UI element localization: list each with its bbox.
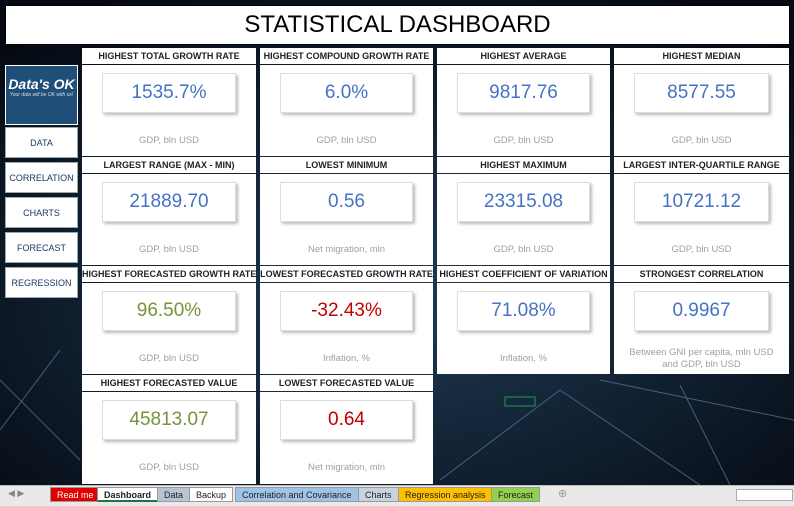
sheet-tab[interactable]: Data xyxy=(157,487,191,502)
card-value: 96.50% xyxy=(102,291,236,331)
card: 23315.08 GDP, bln USD xyxy=(437,174,610,265)
card-value: 21889.70 xyxy=(102,182,236,222)
sheet-tabs: ◀ ▶ ⊕ Read me Dashboard Data Backup Correlat… xyxy=(0,485,794,506)
card-value: 9817.76 xyxy=(457,73,590,113)
card: 0.56 Net migration, mln xyxy=(260,174,433,265)
card-title: HIGHEST FORECASTED GROWTH RATE xyxy=(82,266,256,282)
sheet-tab[interactable]: Read me xyxy=(50,487,101,502)
sheet-tab[interactable]: Charts xyxy=(358,487,399,502)
card: 1535.7% GDP, bln USD xyxy=(82,65,256,156)
tab-scroll[interactable]: ◀ ▶ xyxy=(8,488,25,498)
card-value: 0.64 xyxy=(280,400,413,440)
card-caption: GDP, bln USD xyxy=(671,244,732,255)
card-caption: GDP, bln USD xyxy=(493,244,554,255)
card-value: -32.43% xyxy=(280,291,413,331)
card-title: HIGHEST TOTAL GROWTH RATE xyxy=(82,48,256,64)
card-value: 0.9967 xyxy=(634,291,769,331)
card-title: HIGHEST COMPOUND GROWTH RATE xyxy=(260,48,433,64)
sheet-tab[interactable]: Forecast xyxy=(491,487,541,502)
nav-button[interactable]: DATA xyxy=(5,127,78,158)
card-title: LARGEST INTER-QUARTILE RANGE xyxy=(614,157,789,173)
card-caption: GDP, bln USD xyxy=(316,135,377,146)
card-caption: GDP, bln USD xyxy=(138,353,199,364)
card: 8577.55 GDP, bln USD xyxy=(614,65,789,156)
sheet-tab[interactable]: Backup xyxy=(189,487,234,502)
card-value: 23315.08 xyxy=(457,182,590,222)
card: 71.08% Inflation, % xyxy=(437,283,610,374)
card: 9817.76 GDP, bln USD xyxy=(437,65,610,156)
card-value: 45813.07 xyxy=(102,400,236,440)
card-value: 8577.55 xyxy=(634,73,769,113)
sheet-tab[interactable]: Correlation and Covariance xyxy=(235,487,359,502)
card: 21889.70 GDP, bln USD xyxy=(82,174,256,265)
logo: Data's OK Your data will be OK with us! xyxy=(5,65,78,125)
add-sheet[interactable]: ⊕ xyxy=(558,488,568,500)
card: 0.9967 Between GNI per capita, mln USD an… xyxy=(614,283,789,374)
logo-tagline: Your data will be OK with us! xyxy=(9,92,74,98)
card-title: STRONGEST CORRELATION xyxy=(614,266,789,282)
card: 96.50% GDP, bln USD xyxy=(82,283,256,374)
card-caption: Inflation, % xyxy=(323,353,370,364)
card: 45813.07 GDP, bln USD xyxy=(82,392,256,484)
card-title: LOWEST FORECASTED VALUE xyxy=(260,375,433,391)
card-value: 71.08% xyxy=(457,291,590,331)
card-value: 6.0% xyxy=(280,73,413,113)
nav-button[interactable]: CHARTS xyxy=(5,197,78,228)
card-caption: GDP, bln USD xyxy=(138,462,199,473)
card-value: 10721.12 xyxy=(634,182,769,222)
card-title: HIGHEST COEFFICIENT OF VARIATION xyxy=(437,266,610,282)
card-caption: GDP, bln USD xyxy=(493,135,554,146)
card: 0.64 Net migration, mln xyxy=(260,392,433,484)
card: 6.0% GDP, bln USD xyxy=(260,65,433,156)
nav-button[interactable]: REGRESSION xyxy=(5,267,78,298)
card: -32.43% Inflation, % xyxy=(260,283,433,374)
card-title: HIGHEST MEDIAN xyxy=(614,48,789,64)
scrollbar[interactable] xyxy=(736,489,793,501)
card-caption: Net migration, mln xyxy=(307,462,386,473)
sheet-tab[interactable]: Regression analysis xyxy=(398,487,493,502)
card-title: HIGHEST MAXIMUM xyxy=(437,157,610,173)
card-caption: GDP, bln USD xyxy=(671,135,732,146)
card-value: 1535.7% xyxy=(102,73,236,113)
card-caption: Between GNI per capita, mln USD and GDP,… xyxy=(629,347,774,370)
card-title: LARGEST RANGE (MAX - MIN) xyxy=(82,157,256,173)
sheet-tab[interactable]: Dashboard xyxy=(97,487,159,502)
title: STATISTICAL DASHBOARD xyxy=(5,5,790,45)
card-caption: GDP, bln USD xyxy=(138,135,199,146)
card-caption: Inflation, % xyxy=(500,353,547,364)
card-title: LOWEST FORECASTED GROWTH RATE xyxy=(260,266,433,282)
card-caption: GDP, bln USD xyxy=(138,244,199,255)
logo-name: Data's OK xyxy=(8,76,75,92)
nav-button[interactable]: CORRELATION xyxy=(5,162,78,193)
card: 10721.12 GDP, bln USD xyxy=(614,174,789,265)
card-caption: Net migration, mln xyxy=(307,244,386,255)
nav-button[interactable]: FORECAST xyxy=(5,232,78,263)
card-title: LOWEST MINIMUM xyxy=(260,157,433,173)
card-value: 0.56 xyxy=(280,182,413,222)
card-title: HIGHEST FORECASTED VALUE xyxy=(82,375,256,391)
card-title: HIGHEST AVERAGE xyxy=(437,48,610,64)
